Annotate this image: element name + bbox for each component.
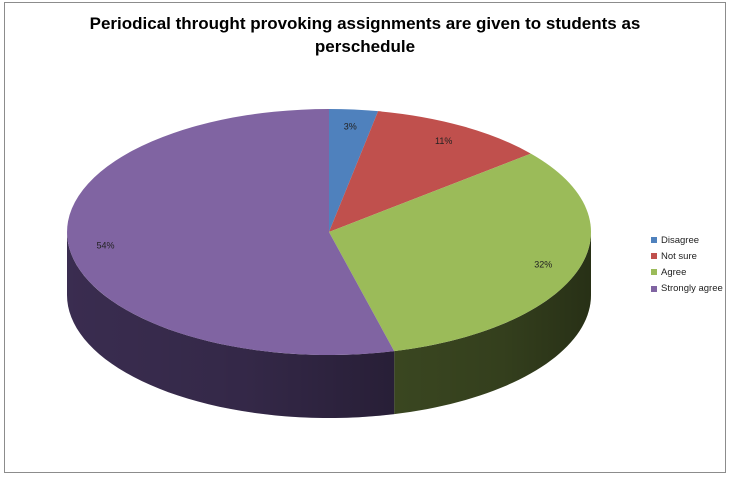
legend-label-disagree: Disagree <box>661 234 700 246</box>
legend-swatch-not-sure <box>651 253 657 260</box>
pie-slice-strongly-agree <box>67 109 395 356</box>
chart-title: Periodical throught provoking assignment… <box>89 14 641 56</box>
legend-item-not-sure: Not sure <box>651 248 723 264</box>
pie-slice-not-sure <box>329 111 531 232</box>
data-label-not-sure: 11% <box>435 136 452 146</box>
data-label-agree: 32% <box>534 260 552 270</box>
data-label-strongly-agree: 54% <box>96 240 114 250</box>
pie-labels: 3% 11% 32% 54% <box>96 122 552 270</box>
pie-tops <box>67 109 591 356</box>
pie-sides <box>67 232 591 418</box>
legend-item-disagree: Disagree <box>651 232 723 248</box>
pie-side-shade-agree <box>394 232 591 415</box>
pie-slice-agree <box>329 153 591 352</box>
pie-slice-disagree <box>329 109 379 232</box>
data-label-disagree: 3% <box>344 122 357 132</box>
legend: Disagree Not sure Agree Strongly agree <box>651 232 723 297</box>
legend-label-not-sure: Not sure <box>661 250 697 262</box>
legend-swatch-disagree <box>651 237 657 244</box>
legend-label-agree: Agree <box>661 266 687 278</box>
legend-item-agree: Agree <box>651 264 723 280</box>
legend-label-strongly-agree: Strongly agree <box>661 283 723 295</box>
legend-item-strongly-agree: Strongly agree <box>651 281 723 297</box>
legend-swatch-strongly-agree <box>651 285 657 292</box>
legend-swatch-agree <box>651 269 657 276</box>
pie-side-shade-strongly-agree <box>67 232 395 418</box>
